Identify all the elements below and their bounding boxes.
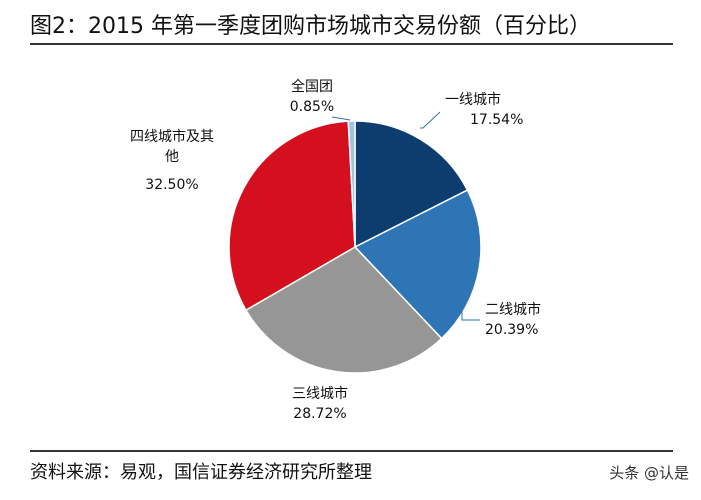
slice-name-label: 三线城市 — [292, 385, 348, 402]
top-divider — [30, 43, 673, 45]
slice-value-label: 17.54% — [470, 112, 523, 128]
pie-slice — [354, 120, 469, 249]
slice-value-label: 28.72% — [293, 406, 346, 422]
slice-value-label: 32.50% — [145, 177, 198, 193]
slice-value-label: 0.85% — [290, 99, 334, 115]
leader-line — [420, 111, 441, 129]
leader-line — [331, 116, 351, 121]
watermark: 头条 @认是 — [609, 464, 689, 482]
bottom-divider — [30, 450, 673, 452]
pie-slice — [244, 246, 443, 374]
slice-name-label: 他 — [165, 149, 179, 165]
source-note: 资料来源：易观，国信证券经济研究所整理 — [30, 462, 372, 483]
slice-name-label: 二线城市 — [485, 301, 541, 318]
slice-value-label: 20.39% — [485, 322, 538, 338]
pie-slice — [353, 189, 482, 340]
pie-slice — [228, 120, 356, 312]
leader-line — [461, 304, 480, 321]
pie-slice — [347, 120, 356, 248]
chart-title: 图2：2015 年第一季度团购市场城市交易份额（百分比） — [30, 14, 591, 39]
slice-name-label: 一线城市 — [445, 91, 501, 108]
slice-name-label: 全国团 — [291, 78, 333, 95]
slice-name-label: 四线城市及其 — [130, 128, 214, 145]
